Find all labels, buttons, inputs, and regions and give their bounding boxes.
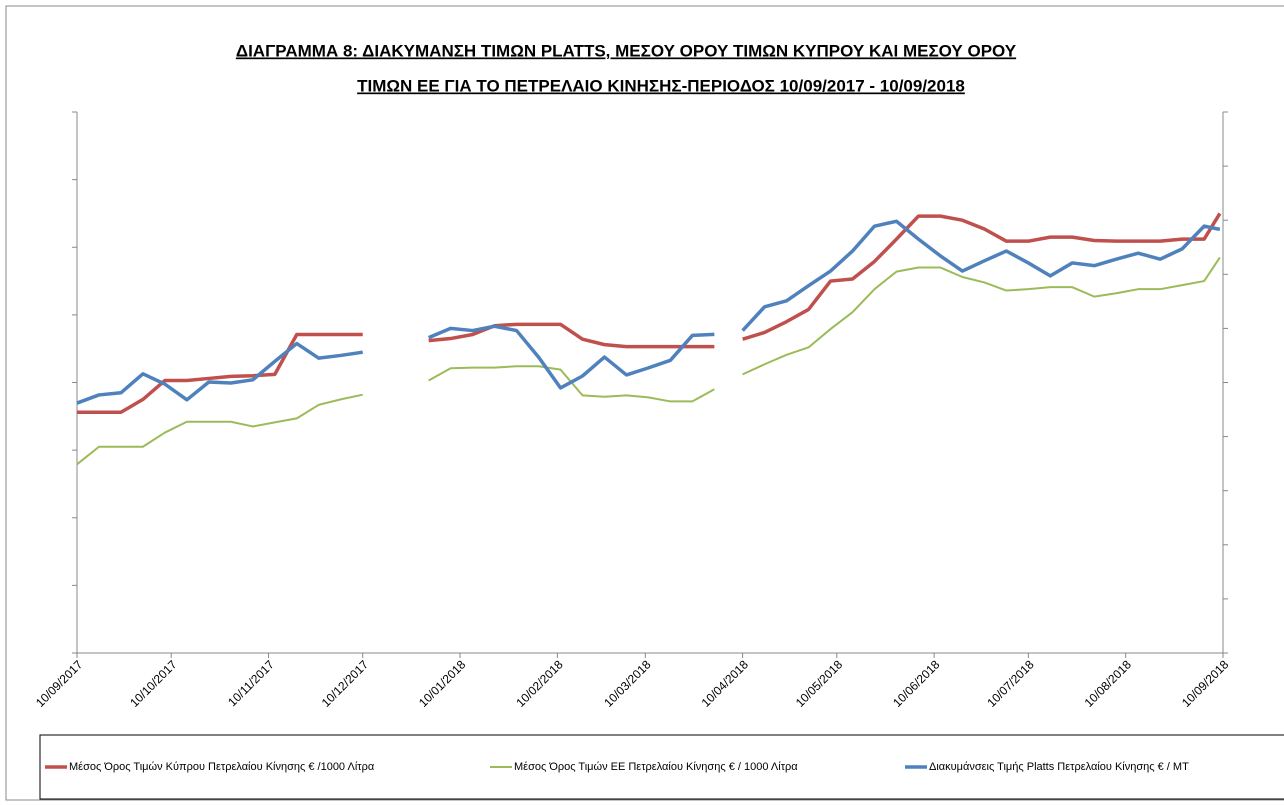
series-line [77, 212, 1222, 415]
legend-label: Διακυμάνσεις Τιμής Platts Πετρελαίου Κίν… [929, 761, 1189, 773]
series-line [76, 219, 1221, 405]
legend-box [39, 734, 1284, 800]
legend-label: Μέσος Όρος Τιμών Κύπρου Πετρελαίου Κίνησ… [69, 761, 375, 773]
legend-label: Μέσος Όρος Τιμών ΕΕ Πετρελαίου Κίνησης €… [514, 761, 798, 773]
chart-border [5, 5, 1284, 801]
chart-title: ΔΙΑΓΡΑΜΜΑ 8: ΔΙΑΚΥΜΑΝΣΗ ΤΙΜΩΝ PLATTS, ΜΕ… [236, 41, 1017, 60]
chart-title: ΤΙΜΩΝ ΕΕ ΓΙΑ ΤΟ ΠΕΤΡΕΛΑΙΟ ΚΙΝΗΣΗΣ-ΠΕΡΙΟΔ… [357, 76, 965, 95]
